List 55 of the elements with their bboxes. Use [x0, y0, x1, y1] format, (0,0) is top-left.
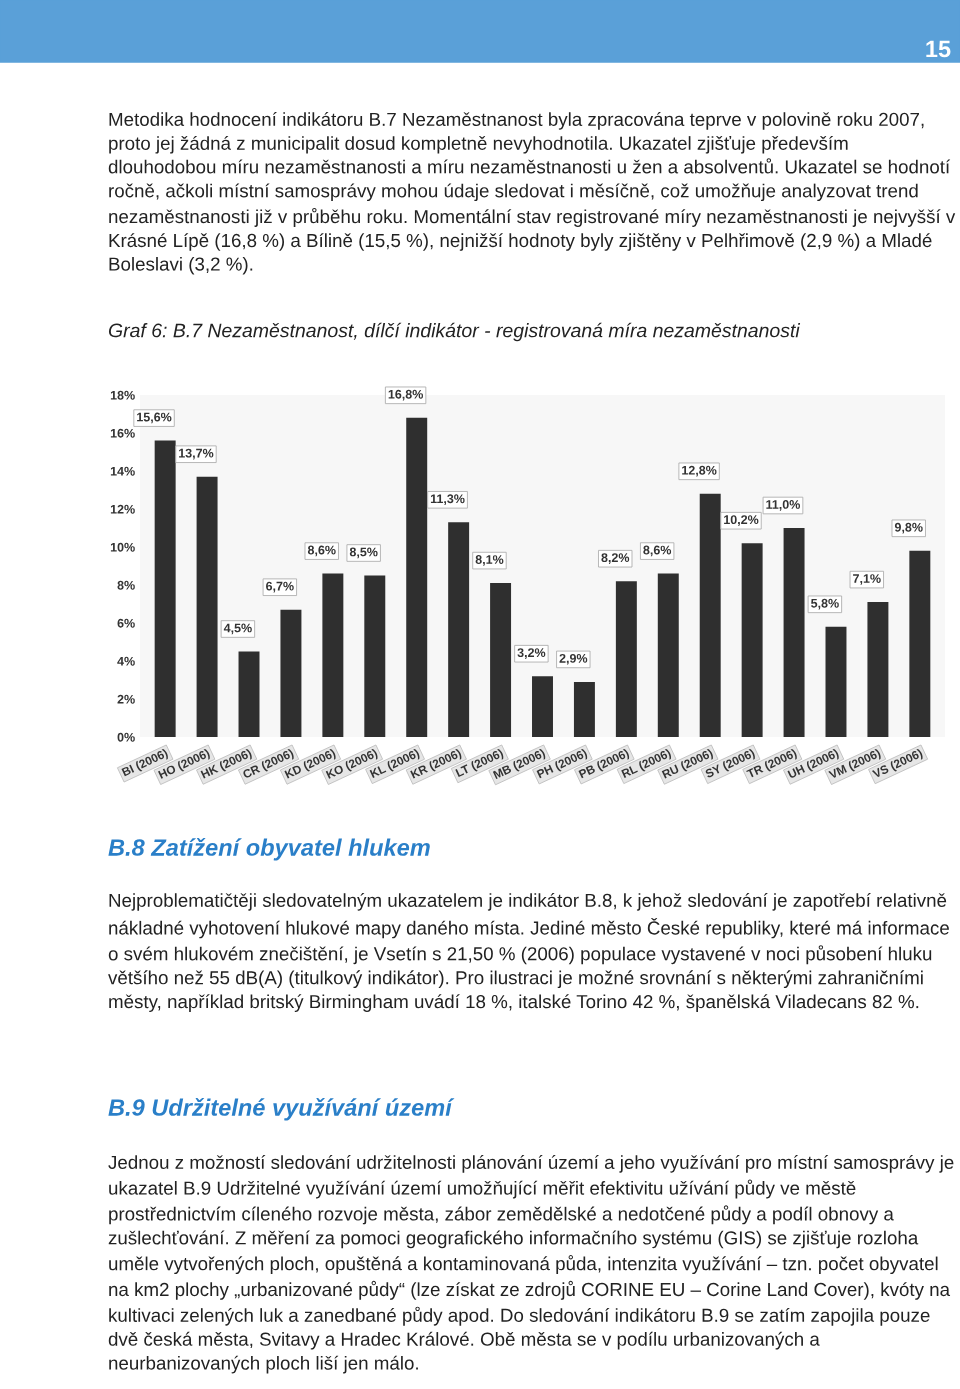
data-label: 13,7% — [179, 448, 214, 460]
data-label: 11,3% — [430, 494, 465, 505]
bar — [196, 476, 218, 737]
bar — [238, 651, 260, 737]
bar — [154, 440, 176, 737]
text: 15 — [926, 40, 951, 58]
bar — [573, 681, 595, 737]
bar — [532, 676, 553, 737]
data-label: 5,8% — [811, 598, 839, 610]
y-tick-label: 4% — [117, 656, 135, 666]
y-tick-label: 10% — [110, 542, 135, 552]
text: B.8 Zatížení obyvatel hlukem — [108, 838, 430, 861]
y-tick-label: 18% — [110, 390, 135, 400]
y-tick-label: 14% — [110, 466, 135, 476]
text: Jednou z možností sledování udržitelnosti plánování území a jeho využívání pro místní samosprávy je ukazatel B.9 Udržitelné využívání území umožňující měřit efektivitu užívání půdy ve městě prostřednictvím cíleného rozvoje města, zábor zemědělské a nedotčené půdy a podíl obnovy a zušlechťování. Z měření za pomoci geografického informačního systému (GIS) se zjišťuje rozloha uměle vytvořených ploch, opuštěná a kontaminovaná půda, intenzita využívání – tzn. počet obyvatel na km2 plochy „urbanizované půdy“ (lze získat ze zdrojů CORINE EU – Corine Land Cover), kvóty na kultivaci zelených luk a zanedbané půdy apod. Do sledování indikátoru B.9 se zatím zapojila pouze dvě česká města, Svitavy a Hradec Králové. Obě města se v podílu urbanizovaných a neurbanizovaných ploch liší jen málo. — [108, 1155, 954, 1374]
y-tick-label: 2% — [117, 694, 135, 704]
data-label: 8,2% — [601, 553, 630, 564]
data-label: 15,6% — [137, 412, 172, 424]
bar — [615, 581, 637, 737]
data-label: 8,6% — [643, 545, 672, 557]
y-tick-label: 6% — [117, 618, 135, 628]
data-label: 8,5% — [349, 547, 378, 559]
bar — [825, 626, 847, 737]
data-label: 4,5% — [223, 623, 252, 635]
bar — [448, 522, 470, 737]
data-label: 8,6% — [307, 545, 336, 557]
data-label: 7,1% — [853, 574, 881, 585]
data-label: 6,7% — [266, 581, 294, 593]
data-label: 8,1% — [475, 555, 504, 566]
bar — [741, 543, 763, 737]
bar — [657, 573, 679, 737]
bar — [699, 493, 721, 737]
bar — [490, 583, 512, 737]
y-tick-label: 16% — [110, 428, 135, 438]
data-label: 11,0% — [766, 500, 800, 511]
data-label: 16,8% — [388, 389, 423, 401]
bar — [909, 550, 931, 737]
text: Metodika hodnocení indikátoru B.7 Nezaměstnanost byla zpracována teprve v polovině roku 2007, proto jej žádná z municipalit dosud kompletně nevyhodnotila. Ukazatel zjišťuje především dlouhodobou míru nezaměstnanosti a míru nezaměstnanosti u žen a absolventů. Ukazatel se hodnotí ročně, ačkoli místní samosprávy mohou údaje sledovat i měsíčně, což umožňuje analyzovat trend nezaměstnanosti již v průběhu roku. Momentální stav registrované míry nezaměstnanosti je nejvyšší v Krásné Lípě (16,8 %) a Bílině (15,5 %), nejnižší hodnoty byly zjištěny v Pelhřimově (2,9 %) a Mladé Boleslavi (3,2 %). — [108, 112, 956, 275]
bar — [364, 575, 386, 737]
chart-title: Graf 6: B.7 Nezaměstnanost, dílčí indikátor - registrovaná míra nezaměstnanosti — [108, 322, 801, 342]
bar — [280, 609, 302, 737]
y-tick-label: 8% — [117, 580, 135, 590]
data-label: 10,2% — [724, 515, 759, 526]
data-label: 2,9% — [559, 653, 588, 665]
text: Nejproblematičtěji sledovatelným ukazatelem je indikátor B.8, k jehož sledování je zapotřebí relativně nákladné vyhotovení hlukové mapy daného místa. Jediné město České republiky, které má informace o svém hlukovém znečištění, je Vsetín s 21,50 % (2006) populace vystavené v noci působení hluku většího než 55 dB(A) (titulkový indikátor). Pro ilustraci je možné srovnání s některými zahraničními městy, například britský Birmingham uvádí 18 %, italské Torino 42 %, španělská Viladecans 82 %. — [108, 893, 949, 1012]
bar — [322, 573, 344, 737]
bar — [783, 528, 805, 737]
text: B.9 Udržitelné využívání území — [108, 1098, 455, 1121]
y-tick-label: 12% — [110, 504, 135, 514]
data-label: 12,8% — [682, 465, 717, 477]
bar — [406, 417, 428, 737]
bar — [867, 602, 889, 737]
data-label: 3,2% — [517, 648, 546, 659]
y-tick-label: 0% — [117, 732, 135, 742]
data-label: 9,8% — [894, 522, 923, 534]
